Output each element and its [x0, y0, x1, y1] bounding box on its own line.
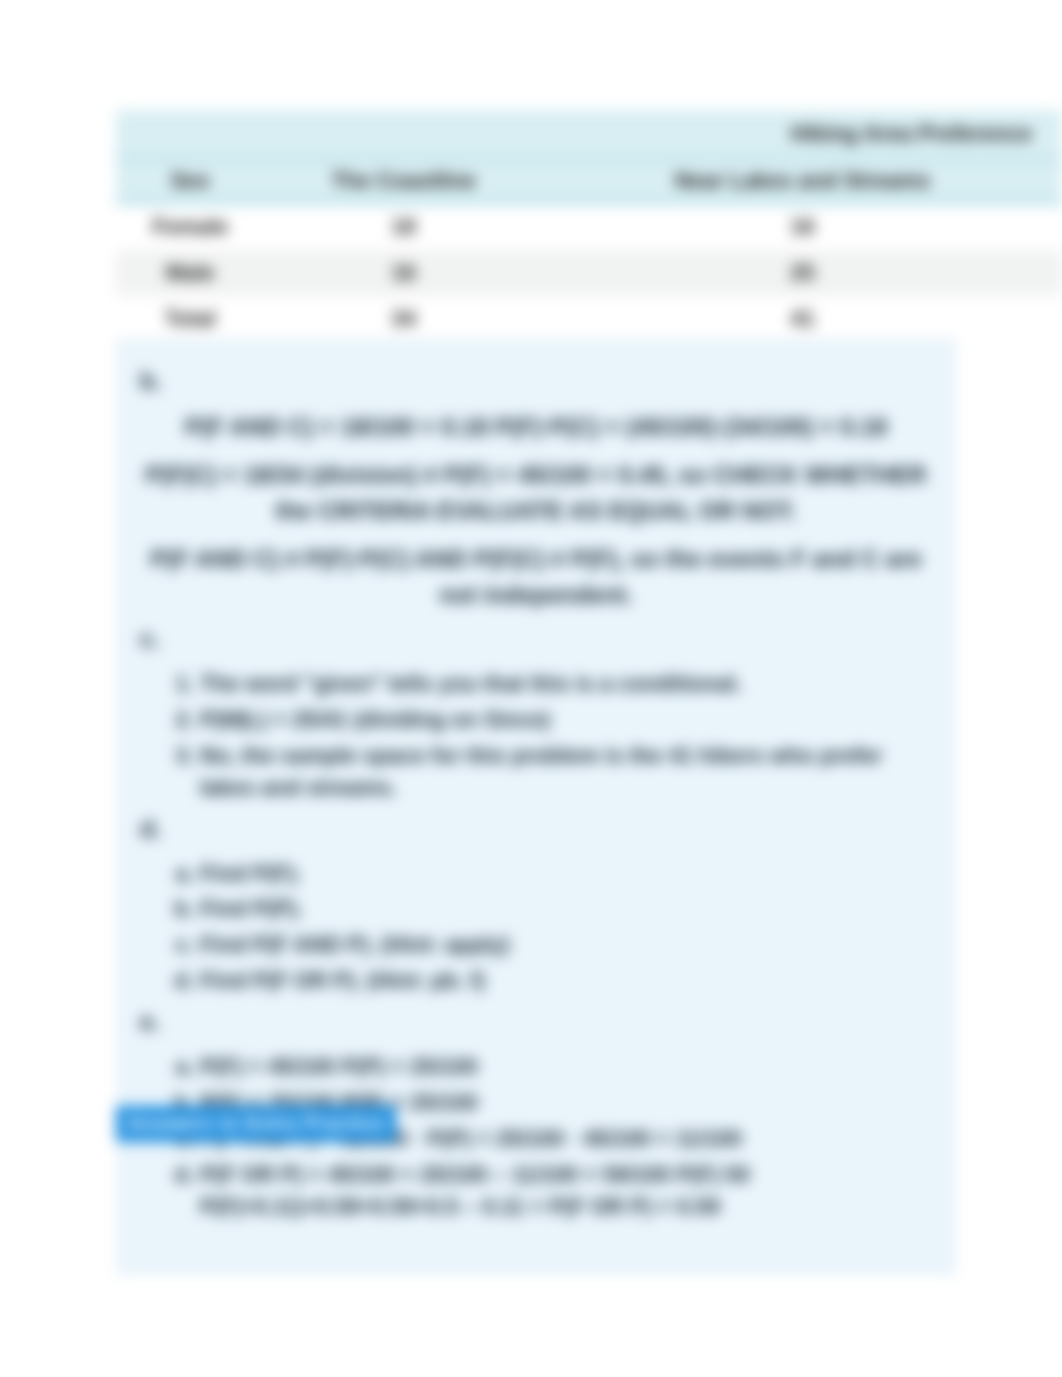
section-c-list: The word "given" tells you that this is …: [140, 668, 932, 804]
cell: 18: [264, 203, 543, 250]
cell: Total: [116, 296, 264, 342]
list-item: Find P(F AND P). (Hint: apply): [200, 929, 932, 961]
cell: 34: [264, 296, 543, 342]
section-b-line2: P(F|C) = 18/34 (division) ≠ P(F) = 45/10…: [140, 458, 932, 530]
table-row: Male 16 25: [116, 250, 1062, 296]
cell: 25: [543, 250, 1062, 296]
cell: 16: [543, 203, 1062, 250]
col-coastline: The Coastline: [264, 159, 543, 203]
table-super-header: Hiking Area Preference: [543, 110, 1062, 159]
cell: 16: [264, 250, 543, 296]
section-c-label: c.: [140, 626, 932, 654]
list-item: P(F) = 45/100 P(P) = 25/100: [200, 1051, 932, 1083]
answers-link[interactable]: Answers to Extra Practice: [116, 1106, 396, 1142]
section-d-label: d.: [140, 816, 932, 844]
section-e-label: e.: [140, 1009, 932, 1037]
section-b-label: b.: [140, 368, 932, 396]
section-d-list: Find P(F). Find P(P). Find P(F AND P). (…: [140, 858, 932, 998]
col-sex: Sex: [116, 159, 264, 203]
preference-table: Hiking Area Preference Sex The Coastline…: [116, 110, 1062, 342]
list-item: No, the sample space for this problem is…: [200, 740, 932, 804]
list-item: P(M|L) = 25/41 (dividing on Since): [200, 704, 932, 736]
cell: Female: [116, 203, 264, 250]
col-lakes: Near Lakes and Streams: [543, 159, 1062, 203]
list-item: The word "given" tells you that this is …: [200, 668, 932, 700]
list-item: Find P(F OR P). (Hint: pb. f): [200, 965, 932, 997]
table-row: Total 34 41: [116, 296, 1062, 342]
cell: 41: [543, 296, 1062, 342]
cell: Male: [116, 250, 264, 296]
table-row: Female 18 16: [116, 203, 1062, 250]
section-b-line1: P(F AND C) = 18/100 = 0.18 P(F)·P(C) = (…: [140, 410, 932, 446]
list-item: Find P(P).: [200, 893, 932, 925]
list-item: Find P(F).: [200, 858, 932, 890]
list-item: P(F OR P) = 45/100 + 25/100 – 11/100 = 5…: [200, 1159, 932, 1223]
section-b-line3: P(F AND C) ≠ P(F)·P(C) AND P(F|C) ≠ P(F)…: [140, 542, 932, 614]
